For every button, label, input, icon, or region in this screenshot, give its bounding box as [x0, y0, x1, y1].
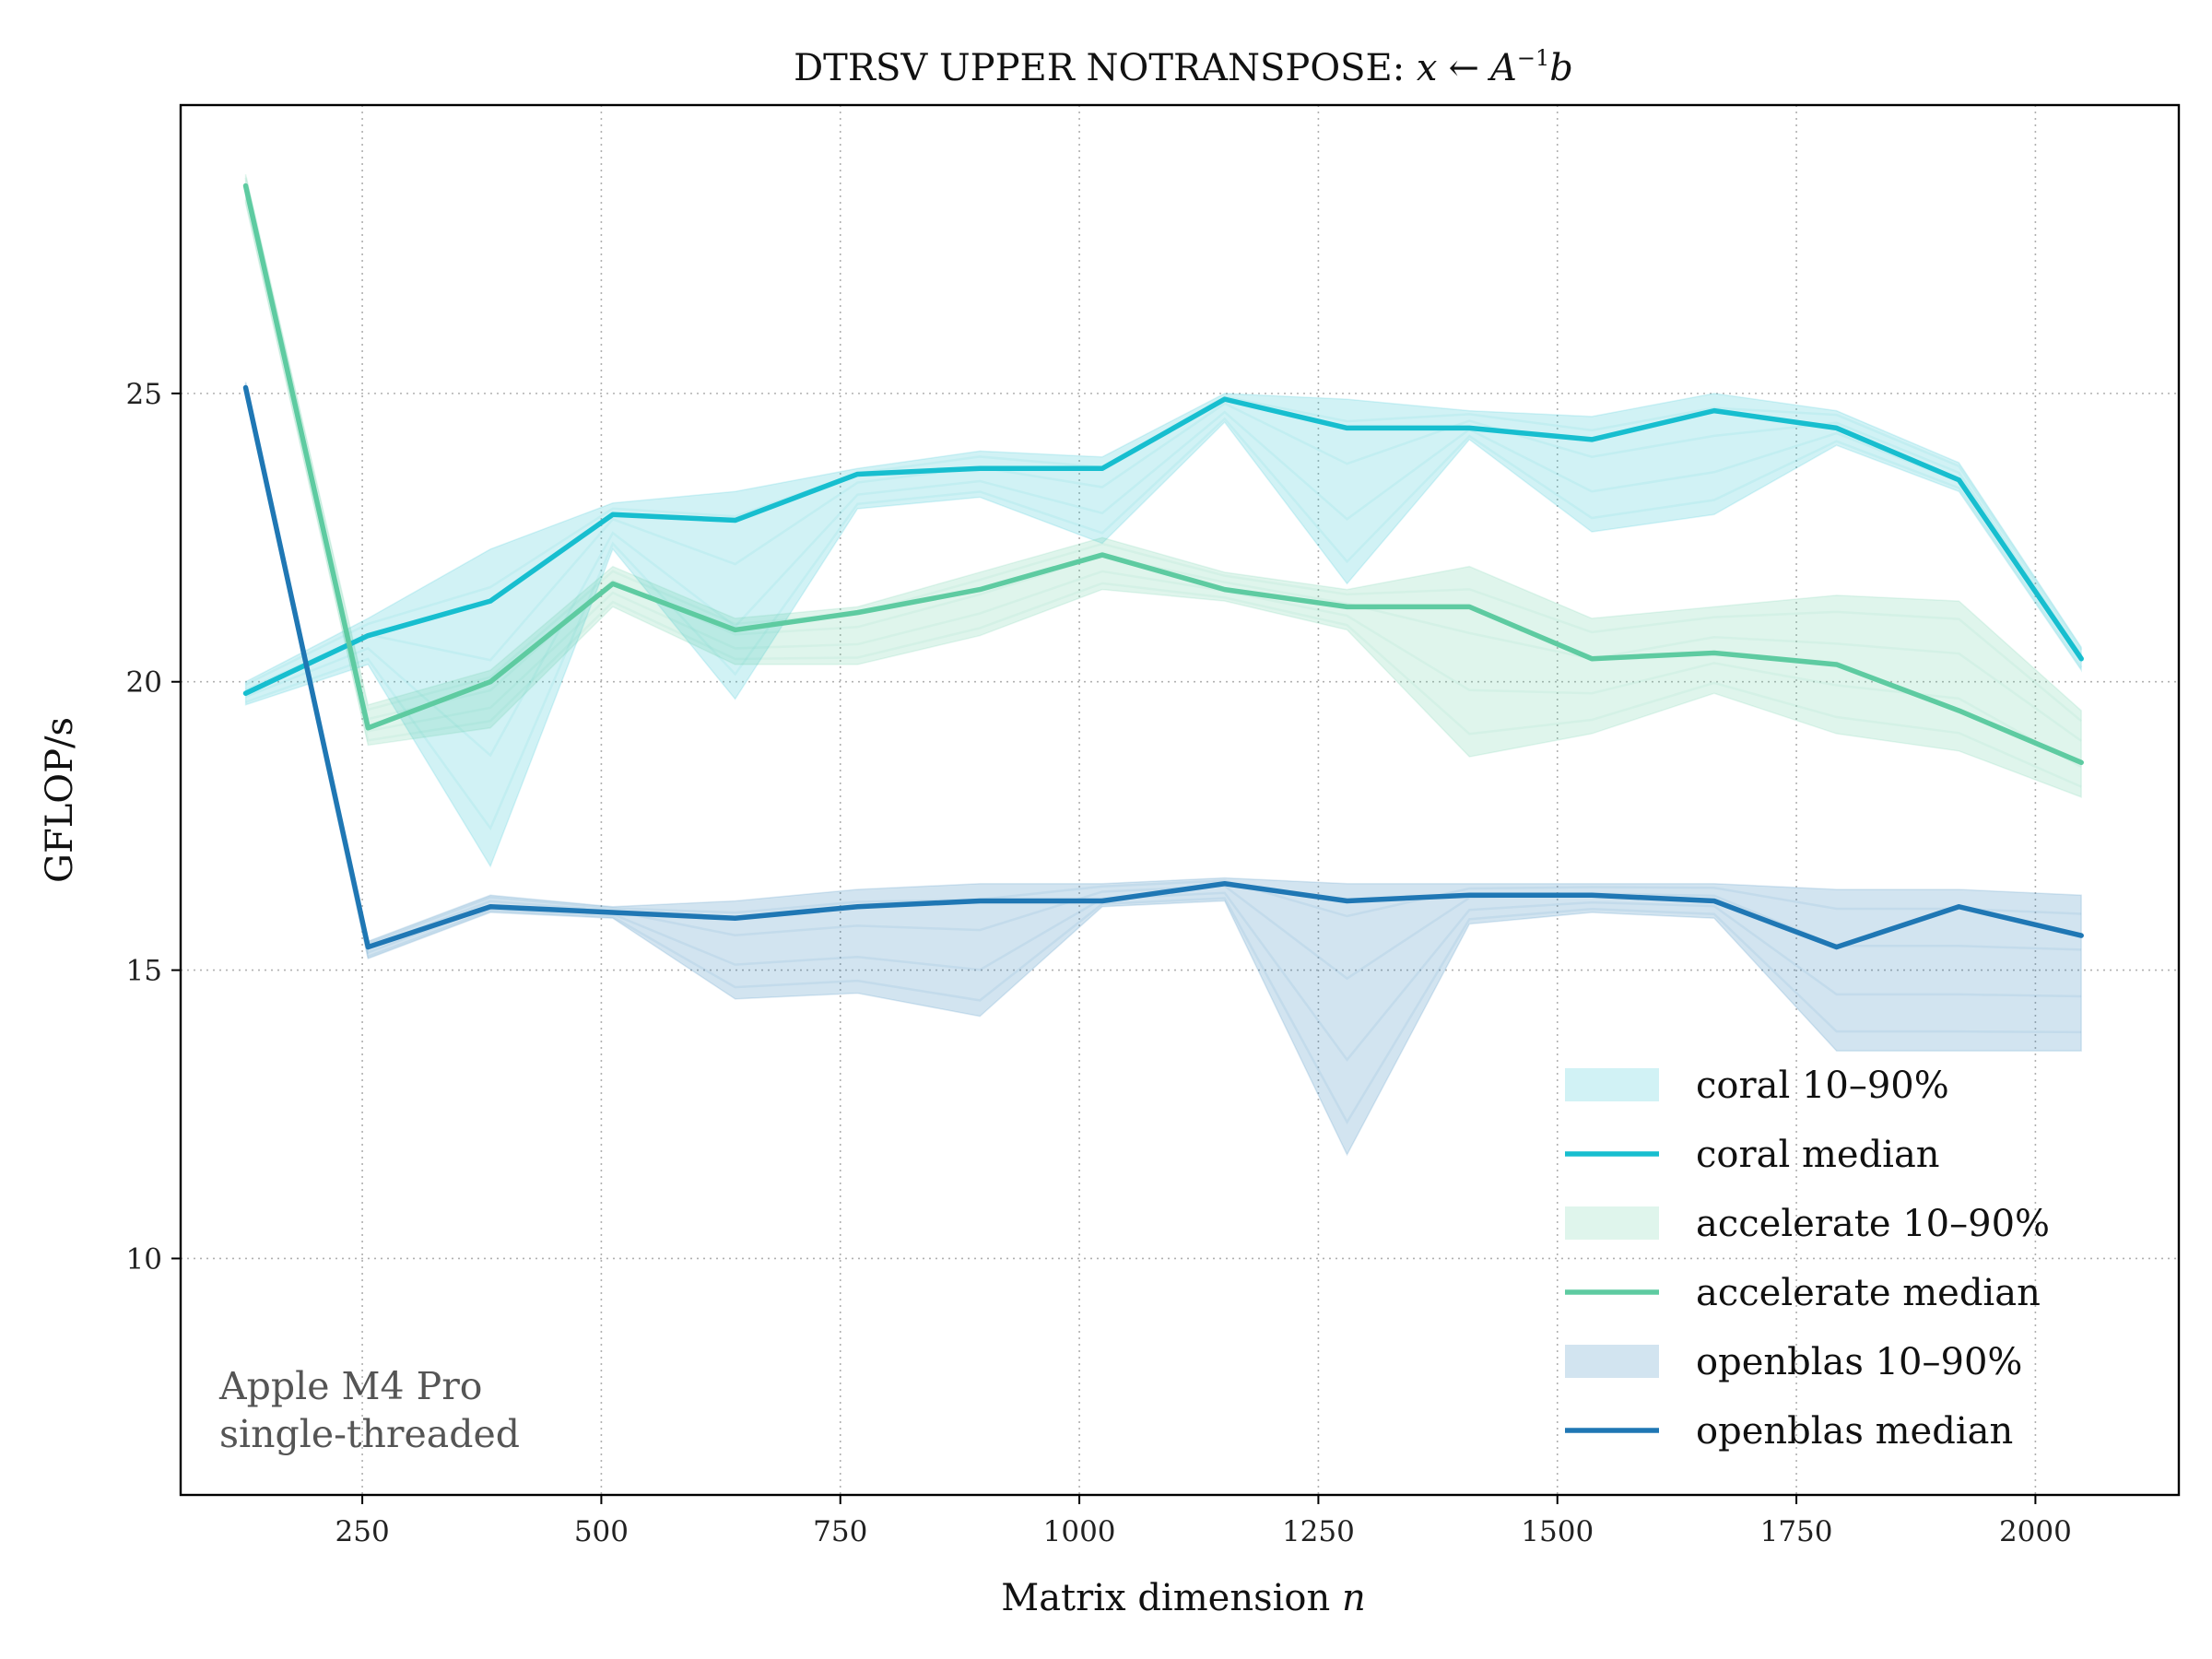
openblas-trace-4 — [244, 382, 2082, 946]
y-tick-label-25: 25 — [126, 378, 162, 411]
annotation-line-1: Apple M4 Pro — [218, 1364, 482, 1408]
openblas-band-legend-swatch — [1565, 1345, 1659, 1378]
chart-title-math-arrow: ← — [1448, 47, 1479, 89]
coral-band — [244, 393, 2082, 868]
accelerate-median-line — [242, 182, 2084, 766]
legend: coral 10–90% coral median accelerate 10–90… — [1565, 1065, 2050, 1453]
axis-ticks: 250 500 750 1000 1250 1500 1750 2000 10 15 20 25 — [126, 378, 2072, 1548]
coral-band-legend-label: coral 10–90% — [1696, 1065, 1949, 1107]
coral-trace-1 — [245, 417, 2083, 831]
accelerate-trace-2 — [244, 193, 2082, 769]
chart-title: DTRSV UPPER NOTRANSPOSE: x ← A−1b — [794, 45, 1573, 89]
x-axis-label-text: Matrix dimension — [1001, 1577, 1342, 1619]
chart-title-math-a: A — [1487, 47, 1517, 89]
accelerate-trace-1 — [244, 199, 2082, 788]
x-axis-label-math: n — [1342, 1577, 1366, 1619]
chart-title-math-b: b — [1549, 47, 1573, 89]
chart-title-math-exp: −1 — [1517, 45, 1549, 71]
accelerate-band-legend-label: accelerate 10–90% — [1696, 1203, 2050, 1245]
openblas-median-legend-label: openblas median — [1696, 1410, 2013, 1453]
percentile-bands — [244, 173, 2083, 1157]
median-lines — [242, 182, 2084, 950]
coral-trace-3 — [245, 402, 2083, 691]
accelerate-band — [244, 173, 2082, 798]
plot-area-frame — [179, 103, 2181, 1497]
x-tick-label-1000: 1000 — [1043, 1515, 1116, 1548]
x-tick-label-250: 250 — [335, 1515, 390, 1548]
chart-title-text: DTRSV UPPER NOTRANSPOSE: — [794, 47, 1417, 89]
annotation-line-2: single-threaded — [219, 1412, 520, 1456]
x-tick-label-2000: 2000 — [1999, 1515, 2072, 1548]
x-tick-label-750: 750 — [813, 1515, 867, 1548]
accelerate-faint-traces — [244, 177, 2082, 788]
annotation: Apple M4 Pro single-threaded — [218, 1364, 520, 1456]
openblas-trace-3 — [244, 385, 2082, 981]
x-tick-label-1250: 1250 — [1282, 1515, 1355, 1548]
openblas-band — [244, 382, 2082, 1157]
y-tick-label-20: 20 — [126, 666, 162, 700]
chart-title-math-x: x — [1417, 47, 1438, 89]
coral-median-legend-label: coral median — [1696, 1134, 1940, 1176]
y-tick-label-10: 10 — [126, 1242, 162, 1276]
coral-band-legend-swatch — [1565, 1068, 1659, 1101]
x-axis-label: Matrix dimension n — [1001, 1577, 1365, 1619]
accelerate-median-legend-label: accelerate median — [1696, 1272, 2041, 1314]
x-tick-label-1750: 1750 — [1760, 1515, 1833, 1548]
accelerate-band-legend-swatch — [1565, 1206, 1659, 1240]
x-tick-label-1500: 1500 — [1521, 1515, 1594, 1548]
y-tick-label-15: 15 — [126, 955, 162, 988]
y-axis-label: GFLOP/s — [39, 717, 81, 883]
openblas-median-line — [242, 384, 2084, 950]
grid — [181, 105, 2179, 1495]
openblas-band-legend-label: openblas 10–90% — [1696, 1341, 2022, 1383]
x-tick-label-500: 500 — [574, 1515, 629, 1548]
coral-median-line — [242, 396, 2084, 696]
accelerate-trace-4 — [244, 177, 2082, 723]
openblas-trace-1 — [244, 392, 2082, 1125]
coral-trace-2 — [245, 410, 2083, 758]
